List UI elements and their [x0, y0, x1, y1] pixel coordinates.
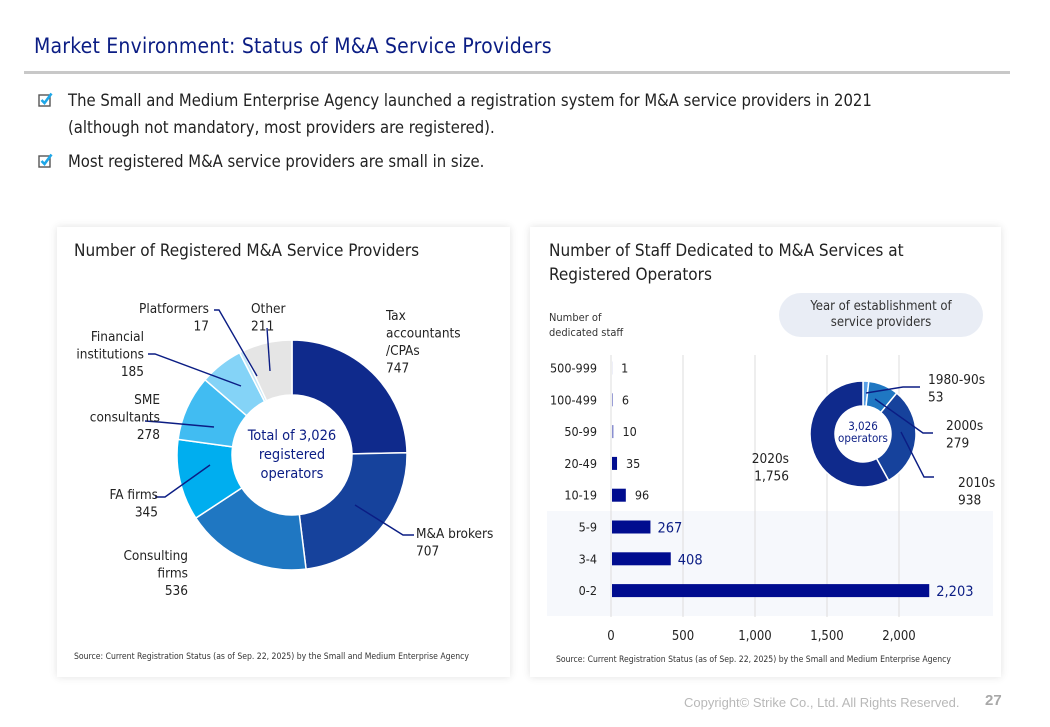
staff-chart-title: Number of Staff Dedicated to M&A Service…: [549, 239, 904, 287]
leader-line: [354, 504, 414, 536]
category-label: 500-999: [550, 361, 597, 376]
leader-line: [266, 327, 271, 372]
slice-m-a-brokers: [298, 451, 408, 570]
slice-2020s: [809, 380, 890, 488]
slice-label-other: Other 211: [251, 301, 285, 335]
category-label: 3-4: [579, 551, 597, 566]
providers-donut-chart: Tax accountants/CPAs 747 M&A brokers 707 Cons…: [76, 301, 493, 599]
slice-label-financial-institutions: Financial institutions 185: [76, 329, 144, 380]
donut-center-label: Total of 3,026: [247, 428, 336, 444]
leader-line: [865, 386, 920, 394]
slice-label-2020s: 2020s 1,756: [752, 451, 789, 485]
category-label: 20-49: [564, 456, 597, 471]
slice-2010s: [875, 392, 917, 482]
x-tick-label: 500: [672, 629, 694, 644]
y-axis-title: Number of dedicated staff: [549, 310, 623, 340]
x-tick-label: 1,000: [738, 629, 771, 644]
slice-label-consulting-firms: Consulting firms 536: [123, 548, 188, 599]
category-label: 10-19: [564, 488, 597, 503]
bullet-text-line: Most registered M&A service providers ar…: [68, 152, 485, 171]
slice-label-fa-firms: FA firms 345: [110, 487, 158, 521]
bullet-text-line: The Small and Medium Enterprise Agency l…: [68, 91, 872, 110]
donut-center-label: operators: [838, 431, 888, 445]
page-number: 27: [985, 692, 1002, 709]
category-label: 50-99: [564, 424, 597, 439]
value-label: 1: [621, 361, 628, 376]
bar-100-499: [612, 393, 613, 407]
value-label: 10: [623, 424, 637, 439]
title-divider: [24, 71, 1010, 74]
slice-label-2000s: 2000s 279: [946, 418, 983, 452]
value-label: 267: [657, 521, 682, 537]
value-label: 6: [622, 392, 629, 407]
badge-line: Year of establishment of: [810, 299, 952, 314]
donut-center-label: operators: [261, 466, 324, 482]
bar-5-9: [612, 520, 651, 534]
y-axis-title-line: dedicated staff: [549, 326, 624, 339]
x-tick-label: 0: [607, 629, 614, 644]
category-label: 100-499: [550, 392, 597, 407]
staff-chart-title-line: Registered Operators: [549, 265, 712, 285]
value-label: 35: [626, 456, 640, 471]
slice-label-tax-accountants-cpas: Tax accountants/CPAs 747: [385, 308, 461, 377]
copyright-notice: Copyright© Strike Co., Ltd. All Rights R…: [684, 695, 960, 710]
slice-label-sme-consultants: SME consultants 278: [90, 392, 160, 443]
providers-chart-title: Number of Registered M&A Service Provide…: [74, 241, 420, 261]
x-tick-label: 2,000: [882, 629, 915, 644]
donut-center-label: registered: [259, 447, 325, 463]
value-label: 408: [678, 552, 703, 568]
bar-10-19: [612, 488, 626, 502]
bar-0-2: [612, 584, 930, 598]
leader-line: [148, 353, 242, 387]
value-label: 96: [635, 488, 649, 503]
slice-label-1980-90s: 1980-90s 53: [928, 372, 985, 406]
source-note: Source: Current Registration Status (as …: [74, 652, 469, 662]
staff-chart-title-line: Number of Staff Dedicated to M&A Service…: [549, 241, 904, 261]
y-axis-title-line: Number of: [549, 311, 602, 324]
slice-label-2010s: 2010s 938: [958, 475, 995, 509]
category-label: 0-2: [579, 583, 597, 598]
leader-line: [144, 420, 215, 428]
badge-line: service providers: [830, 315, 932, 330]
leader-line: [900, 431, 934, 478]
bar-3-4: [612, 552, 671, 566]
source-note: Source: Current Registration Status (as …: [556, 655, 951, 665]
leader-line: [874, 398, 933, 434]
slice-tax-accountants-cpas: [291, 339, 408, 455]
providers-chart-panel: [57, 227, 510, 677]
checkbox-checked-icon: [38, 92, 53, 107]
x-tick-label: 1,500: [810, 629, 843, 644]
staff-bar-chart: 500-999 100-499 50-99 20-49 10-19 5-9 3-4 0-2 1…: [547, 355, 993, 644]
donut-center-label: 3,026: [848, 419, 878, 433]
slice-other: [242, 339, 293, 402]
slice-label-platformers: Platformers 17: [139, 301, 209, 335]
value-label: 2,203: [936, 584, 973, 600]
establishment-year-badge: Year of establishment of service provide…: [779, 293, 983, 337]
page-title: Market Environment: Status of M&A Servic…: [34, 34, 552, 58]
slice-label-m-a-brokers: M&A brokers 707: [416, 526, 493, 560]
leader-line: [155, 464, 211, 498]
leader-line: [214, 309, 258, 377]
bar-20-49: [612, 456, 618, 470]
category-label: 5-9: [579, 520, 597, 535]
establishment-donut-chart: 1980-90s 53 2000s 279 2010s 938 2020s 1,756 3,0…: [752, 372, 995, 509]
bullet-text-line: (although not mandatory, most providers …: [68, 118, 495, 137]
bar-50-99: [612, 425, 614, 439]
checkbox-checked-icon: [38, 153, 53, 168]
